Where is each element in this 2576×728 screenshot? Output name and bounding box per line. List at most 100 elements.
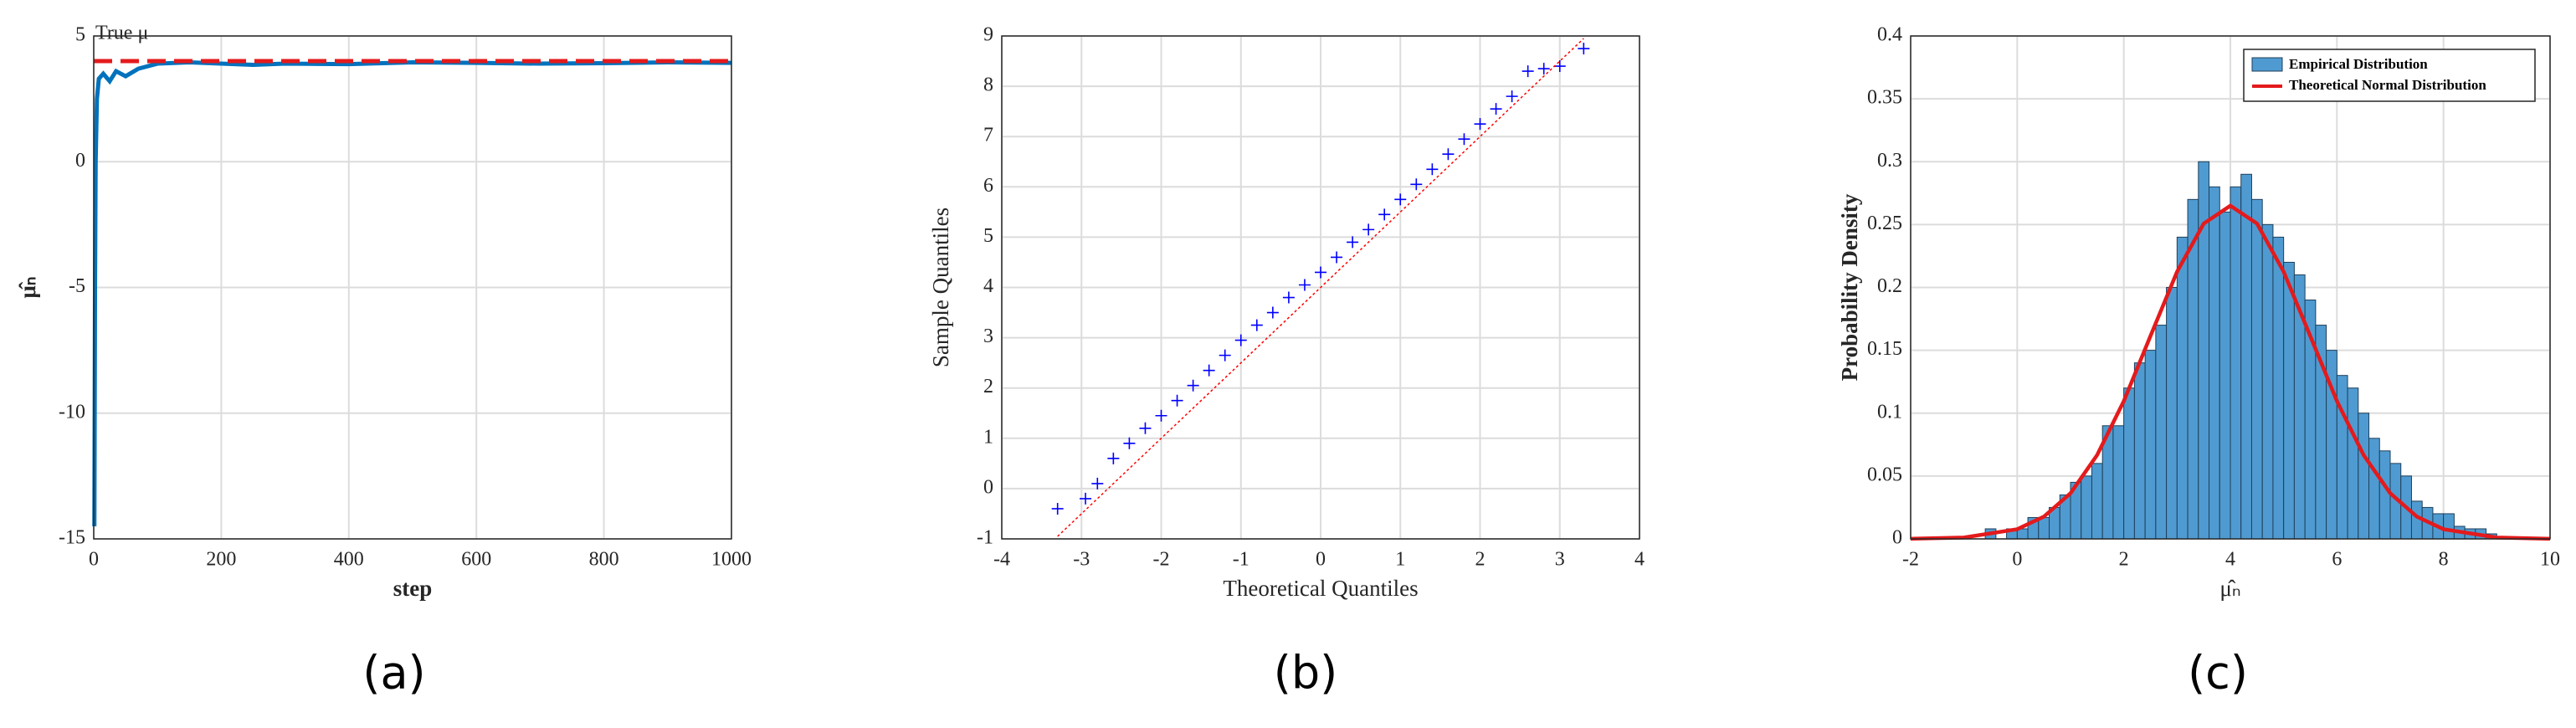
point	[1219, 349, 1231, 361]
point	[1187, 379, 1199, 392]
histogram-bar	[2368, 438, 2380, 540]
histogram-bar	[2133, 362, 2146, 540]
y-tick-label: 0.1	[1877, 401, 1902, 423]
point	[1282, 291, 1295, 304]
plot-frame	[1910, 35, 2551, 540]
point	[1394, 193, 1407, 206]
point	[1521, 65, 1534, 78]
y-tick-label: 0.3	[1877, 150, 1902, 172]
histogram-bar	[2347, 387, 2359, 540]
point	[1091, 477, 1104, 490]
x-tick-label: 4	[1634, 549, 1645, 571]
x-tick-label: 6	[2332, 549, 2342, 571]
y-tick-label: 8	[983, 74, 993, 96]
x-tick-label: 1000	[711, 549, 752, 571]
y-tick-label: 0.25	[1867, 213, 1902, 234]
y-tick-label: 0	[75, 150, 85, 172]
y-tick-label: 6	[983, 175, 993, 197]
point	[1123, 437, 1136, 449]
histogram-bar	[2219, 211, 2231, 540]
reference-line	[1057, 38, 1584, 537]
histogram-bar	[2261, 223, 2274, 540]
point	[1537, 63, 1550, 75]
point	[1553, 60, 1566, 73]
point	[1442, 148, 1455, 161]
histogram-bar	[2443, 513, 2455, 540]
point	[1171, 394, 1183, 407]
x-tick-label: -1	[1233, 549, 1250, 571]
x-tick-label: 800	[589, 549, 619, 571]
y-tick-label: 2	[983, 376, 993, 397]
histogram-bar	[2091, 463, 2103, 540]
x-axis-label: step	[393, 576, 433, 601]
histogram-bar	[2250, 198, 2263, 540]
histogram-bar	[2038, 516, 2050, 540]
plot-frame	[1001, 35, 1640, 540]
x-tick-label: 2	[2119, 549, 2129, 571]
point	[1203, 364, 1215, 377]
histogram-bar	[2081, 475, 2092, 540]
point	[1250, 319, 1263, 331]
x-tick-label: -4	[993, 549, 1010, 571]
point	[1080, 492, 1092, 505]
x-tick-label: 0	[89, 549, 99, 571]
panel-caption: (b)	[1274, 647, 1337, 700]
y-tick-label: -10	[59, 401, 85, 423]
x-tick-label: 1	[1395, 549, 1405, 571]
data-line	[92, 60, 732, 526]
histogram-bar	[2198, 161, 2210, 540]
x-axis-label: μ̂ₙ	[2219, 576, 2240, 601]
point	[1378, 208, 1391, 221]
y-tick-label: 0.15	[1867, 338, 1902, 360]
legend-label: Empirical Distribution	[2289, 56, 2428, 72]
plot-frame	[93, 35, 732, 540]
y-tick-label: 0.35	[1867, 87, 1902, 109]
y-axis-label: μ̂ₙ	[15, 276, 40, 298]
point	[1155, 409, 1167, 422]
x-tick-label: 3	[1555, 549, 1565, 571]
histogram-bar	[2209, 186, 2220, 540]
point	[1107, 452, 1120, 464]
annotation: True μ	[95, 23, 148, 44]
x-tick-label: 600	[461, 549, 491, 571]
x-tick-label: 2	[1475, 549, 1486, 571]
histogram-bar	[2112, 425, 2125, 540]
point	[1266, 306, 1279, 319]
histogram-bar	[2230, 186, 2242, 540]
y-tick-label: 0.2	[1877, 275, 1902, 297]
point	[1458, 133, 1470, 146]
y-tick-label: -5	[69, 275, 85, 297]
normal-curve	[1910, 203, 2551, 541]
x-tick-label: 10	[2540, 549, 2560, 571]
histogram-bar	[2155, 325, 2168, 540]
x-tick-label: 4	[2225, 549, 2235, 571]
x-tick-label: -2	[1902, 549, 1919, 571]
histogram-bar	[2123, 387, 2135, 540]
x-tick-label: 400	[334, 549, 364, 571]
histogram-bar	[2176, 236, 2189, 540]
y-tick-label: 3	[983, 326, 993, 347]
x-tick-label: 0	[1316, 549, 1326, 571]
histogram-bar	[2358, 413, 2370, 540]
y-axis-label: Sample Quantiles	[928, 208, 953, 367]
y-tick-label: 0.4	[1877, 24, 1902, 46]
legend-swatch	[2251, 57, 2283, 72]
point	[1315, 266, 1326, 279]
legend-label: Theoretical Normal Distribution	[2289, 77, 2486, 93]
point	[1362, 223, 1375, 236]
point	[1331, 251, 1343, 264]
y-tick-label: 0.05	[1867, 464, 1902, 485]
panel-caption: (a)	[362, 647, 425, 700]
y-tick-label: 4	[983, 275, 993, 297]
x-tick-label: 0	[2012, 549, 2022, 571]
point	[1410, 178, 1423, 191]
y-tick-label: 0	[983, 476, 993, 498]
point	[1347, 236, 1359, 249]
histogram-bar	[2240, 173, 2252, 540]
point	[1490, 103, 1502, 115]
x-axis-label: Theoretical Quantiles	[1223, 576, 1418, 601]
x-tick-label: 8	[2439, 549, 2449, 571]
y-tick-label: 5	[983, 225, 993, 247]
point	[1139, 422, 1152, 434]
